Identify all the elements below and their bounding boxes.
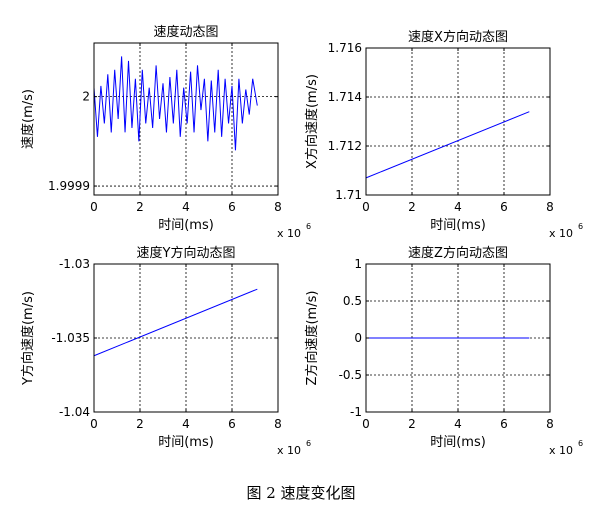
x-tick-label: 8 [274,200,282,214]
x-tick-label: 8 [546,417,554,431]
x-axis-exponent: x 10 [277,227,301,240]
chart-title: 速度Y方向动态图 [137,245,236,261]
x-axis-exponent-power: 6 [306,439,311,448]
y-tick-label: 1.9999 [48,179,90,193]
x-axis-exponent-power: 6 [578,439,583,448]
chart-title: 速度X方向动态图 [408,29,508,45]
series-line [93,56,258,151]
y-tick-label: -1.04 [59,405,90,419]
x-tick-label: 0 [90,417,98,431]
chart-title: 速度动态图 [153,24,218,40]
x-tick-label: 6 [500,200,508,214]
x-axis-label: 时间(ms) [158,218,214,233]
x-tick-label: 8 [274,417,282,431]
y-tick-label: -0.5 [339,368,362,382]
x-axis-exponent: x 10 [549,444,573,457]
x-axis-exponent: x 10 [549,227,573,240]
x-axis-exponent: x 10 [277,444,301,457]
y-tick-label: -1.03 [59,257,90,271]
y-tick-label: 0.5 [343,294,362,308]
y-tick-label: 0 [354,331,362,345]
y-axis-label: 速度(m/s) [20,89,36,149]
x-tick-label: 4 [454,417,462,431]
y-axis-label: Z方向速度(m/s) [304,291,320,386]
series-line [365,111,530,179]
y-tick-label: -1.035 [51,331,90,345]
x-tick-label: 0 [362,200,370,214]
y-axis-label: Y方向速度(m/s) [20,291,36,386]
chart-title: 速度Z方向动态图 [408,245,508,261]
x-tick-label: 0 [362,417,370,431]
x-tick-label: 8 [546,200,554,214]
x-tick-label: 2 [136,417,144,431]
x-tick-label: 4 [454,200,462,214]
y-tick-label: -1 [350,405,362,419]
y-tick-label: 1.716 [328,41,362,55]
x-tick-label: 2 [408,417,416,431]
x-tick-label: 2 [136,200,144,214]
x-tick-label: 6 [228,200,236,214]
x-tick-label: 4 [182,417,190,431]
x-tick-label: 0 [90,200,98,214]
y-tick-label: 1 [354,257,362,271]
x-axis-exponent-power: 6 [578,222,583,231]
x-tick-label: 4 [182,200,190,214]
y-tick-label: 2 [82,90,90,104]
x-tick-label: 6 [228,417,236,431]
x-tick-label: 6 [500,417,508,431]
figure-caption: 图 2 速度变化图 [246,484,356,502]
x-axis-exponent-power: 6 [306,222,311,231]
series-line [93,288,258,357]
y-tick-label: 1.714 [328,90,362,104]
x-tick-label: 2 [408,200,416,214]
y-tick-label: 1.712 [328,139,362,153]
x-axis-label: 时间(ms) [158,435,214,450]
x-axis-label: 时间(ms) [430,435,486,450]
y-axis-label: X方向速度(m/s) [304,74,320,169]
x-axis-label: 时间(ms) [430,218,486,233]
y-tick-label: 1.71 [335,188,362,202]
